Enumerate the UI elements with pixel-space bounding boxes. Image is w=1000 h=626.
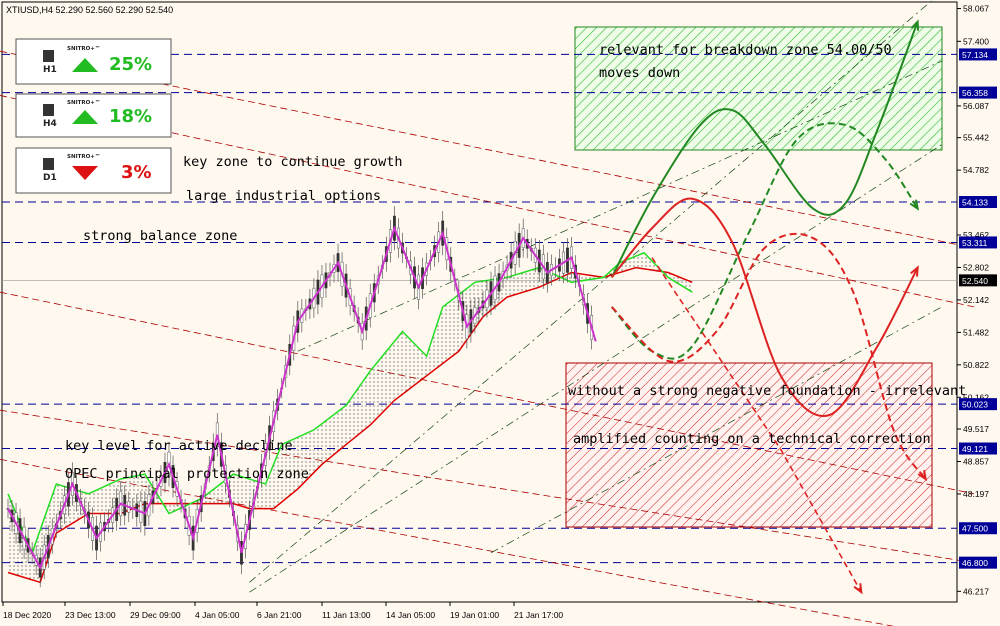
y-tick-label: 49.517 (963, 424, 989, 434)
level-price-label: 50.023 (962, 400, 988, 410)
y-tick-label: 55.442 (963, 133, 989, 143)
red-correction-zone (565, 362, 933, 528)
annotation-opec: OPEC principal protection zone (65, 466, 309, 482)
y-tick-label: 46.217 (963, 586, 989, 596)
signal-panel-h4: H4 SNITRO+™ 18% (15, 93, 172, 138)
x-tick-label: 6 Jan 21:00 (257, 610, 302, 620)
y-tick-label: 57.400 (963, 36, 989, 46)
annotation-key-zone: key zone to continue growth (183, 154, 402, 170)
downtrend-line (0, 458, 895, 626)
tenkan-line (7, 251, 693, 555)
forecast-red-drop (651, 257, 862, 593)
y-tick-label: 52.142 (963, 295, 989, 305)
uptrend-line (249, 0, 934, 583)
level-price-label: 46.800 (962, 558, 988, 568)
annotation-balance: strong balance zone (83, 228, 237, 244)
x-tick-label: 29 Dec 09:00 (130, 610, 181, 620)
level-price-tag (959, 236, 997, 249)
y-tick-label: 50.162 (963, 392, 989, 402)
y-tick-label: 56.087 (963, 101, 989, 111)
up-arrow-icon (72, 110, 98, 124)
annotation-industrial: large industrial options (186, 188, 381, 204)
forecast-green-dashed (610, 122, 919, 360)
y-tick-label: 53.462 (963, 230, 989, 240)
x-tick-label: 14 Jan 05:00 (386, 610, 435, 620)
y-tick-label: 48.197 (963, 489, 989, 499)
cloud-fill (8, 252, 693, 583)
up-arrow-icon (72, 58, 98, 72)
annotation-breakdown-line1: relevant for breakdown zone 54.00/50 (599, 42, 892, 58)
y-tick-label: 51.482 (963, 327, 989, 337)
forecast-curves (610, 19, 928, 595)
downtrend-line (0, 291, 975, 495)
level-price-label: 49.121 (962, 444, 988, 454)
annotation-negative: without a strong negative foundation - i… (568, 383, 966, 399)
y-tick-label: 48.857 (963, 456, 989, 466)
y-tick-label: 54.782 (963, 165, 989, 175)
level-price-label: 52.540 (962, 276, 988, 286)
annotation-breakdown-line2: moves down (599, 65, 680, 81)
annotation-amplified: amplified counting on a technical correc… (573, 431, 931, 447)
signal-tf-d1: D1 (43, 173, 57, 183)
y-tick-label: 58.067 (963, 4, 989, 14)
level-price-tag (959, 48, 997, 61)
level-price-tag (959, 556, 997, 569)
green-breakdown-zone (574, 26, 943, 151)
level-price-tag (959, 86, 997, 99)
level-price-tag (959, 522, 997, 535)
zigzag-line (7, 225, 597, 570)
annotation-key-level: key level for active decline (65, 438, 293, 454)
level-price-label: 57.134 (962, 50, 988, 60)
signal-pct-h4: 18% (109, 106, 152, 127)
signal-brand-h1: SNITRO+™ (67, 45, 100, 52)
x-tick-label: 18 Dec 2020 (3, 610, 51, 620)
signal-tf-h4: H4 (43, 119, 57, 129)
uptrend-line (490, 306, 942, 554)
time-axis: 18 Dec 2020 23 Dec 13:00 29 Dec 09:00 4 Jan… (2, 602, 563, 620)
uptrend-line (249, 144, 942, 593)
level-price-label: 53.311 (962, 238, 988, 248)
level-price-label: 56.358 (962, 88, 988, 98)
signal-tf-h1: H1 (43, 65, 57, 75)
uptrend-line (297, 60, 942, 352)
level-price-tag (959, 196, 997, 209)
level-price-tag (959, 442, 997, 455)
price-swing-line (7, 225, 597, 570)
forecast-green-solid (610, 21, 919, 278)
x-tick-label: 4 Jan 05:00 (195, 610, 240, 620)
signal-pct-h1: 25% (109, 54, 152, 75)
x-tick-label: 21 Jan 17:00 (514, 610, 563, 620)
arrowhead-icon (910, 265, 919, 277)
level-price-label: 47.500 (962, 524, 988, 534)
level-price-label: 54.133 (962, 198, 988, 208)
y-tick-label: 52.802 (963, 262, 989, 272)
level-price-tag (959, 274, 997, 287)
arrowhead-icon (909, 199, 920, 211)
y-tick-label: 50.822 (963, 360, 989, 370)
arrowhead-icon (917, 470, 928, 482)
forecast-red-solid (610, 197, 919, 417)
signal-brand-h4: SNITRO+™ (67, 99, 100, 106)
signal-panel-d1: D1 SNITRO+™ 3% (15, 147, 172, 194)
forecast-red-dashed (611, 232, 927, 480)
arrowhead-icon (910, 19, 920, 31)
down-arrow-icon (72, 166, 98, 180)
x-tick-label: 23 Dec 13:00 (65, 610, 116, 620)
signal-panel-h1: H1 SNITRO+™ 25% (15, 38, 172, 85)
level-price-tag (959, 398, 997, 411)
x-tick-label: 11 Jan 13:00 (322, 610, 371, 620)
signal-pct-d1: 3% (121, 162, 152, 183)
signal-brand-d1: SNITRO+™ (67, 153, 100, 160)
trend-channels (0, 0, 975, 626)
price-axis: 58.067 57.400 56.087 55.442 54.782 53.462 52.8… (957, 4, 997, 596)
chart-symbol-info: XTIUSD,H4 52.290 52.560 52.290 52.540 (6, 5, 173, 15)
x-tick-label: 19 Jan 01:00 (450, 610, 499, 620)
arrowhead-icon (853, 583, 863, 595)
